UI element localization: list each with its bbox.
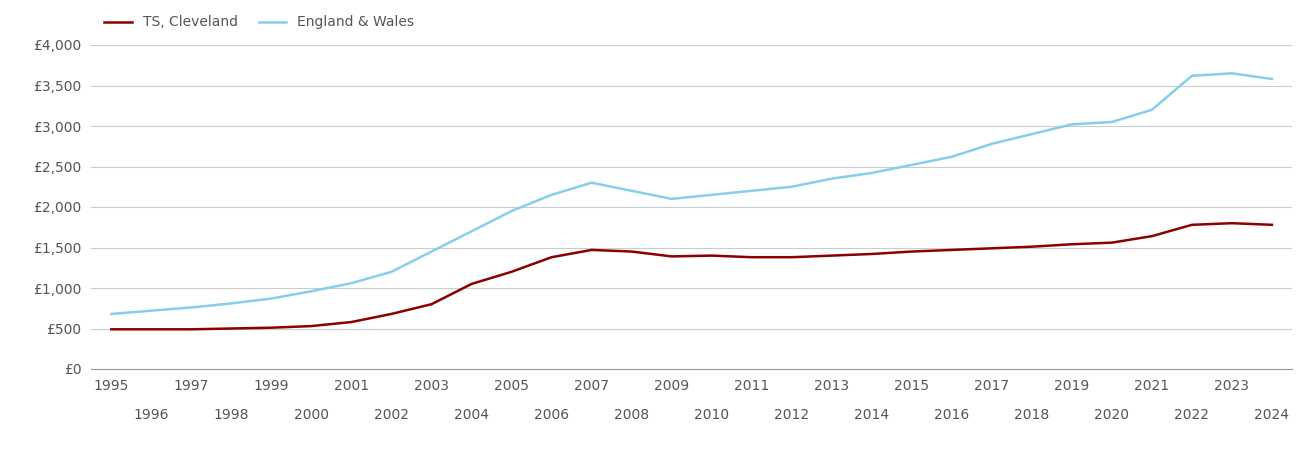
England & Wales — [304, 288, 320, 294]
England & Wales — [1104, 119, 1120, 125]
Text: 2008: 2008 — [615, 408, 649, 422]
TS, Cleveland — [463, 281, 479, 287]
England & Wales — [583, 180, 599, 185]
TS, Cleveland — [904, 249, 920, 254]
England & Wales — [904, 162, 920, 167]
TS, Cleveland — [504, 269, 519, 274]
England & Wales — [544, 192, 560, 198]
TS, Cleveland — [103, 327, 119, 332]
Text: 2006: 2006 — [534, 408, 569, 422]
TS, Cleveland — [624, 249, 639, 254]
England & Wales — [223, 301, 239, 306]
TS, Cleveland — [664, 254, 680, 259]
England & Wales — [744, 188, 760, 194]
England & Wales — [103, 311, 119, 317]
Text: 1996: 1996 — [133, 408, 170, 422]
TS, Cleveland — [343, 320, 359, 325]
England & Wales — [1024, 131, 1040, 137]
Text: 2024: 2024 — [1254, 408, 1289, 422]
TS, Cleveland — [984, 246, 1000, 251]
Line: TS, Cleveland: TS, Cleveland — [111, 223, 1272, 329]
Text: 2004: 2004 — [454, 408, 489, 422]
TS, Cleveland — [544, 255, 560, 260]
TS, Cleveland — [784, 255, 800, 260]
England & Wales — [384, 269, 399, 274]
England & Wales — [984, 141, 1000, 147]
Text: 2020: 2020 — [1095, 408, 1129, 422]
TS, Cleveland — [184, 327, 200, 332]
TS, Cleveland — [864, 251, 880, 256]
England & Wales — [823, 176, 839, 181]
TS, Cleveland — [1104, 240, 1120, 245]
TS, Cleveland — [1224, 220, 1240, 226]
England & Wales — [1224, 71, 1240, 76]
England & Wales — [703, 192, 719, 198]
TS, Cleveland — [384, 311, 399, 317]
England & Wales — [784, 184, 800, 189]
England & Wales — [424, 249, 440, 254]
TS, Cleveland — [583, 247, 599, 252]
England & Wales — [144, 308, 159, 313]
TS, Cleveland — [1184, 222, 1199, 228]
TS, Cleveland — [1024, 244, 1040, 249]
Text: 1998: 1998 — [214, 408, 249, 422]
Text: 2012: 2012 — [774, 408, 809, 422]
TS, Cleveland — [1265, 222, 1280, 228]
TS, Cleveland — [823, 253, 839, 258]
England & Wales — [1265, 76, 1280, 82]
Legend: TS, Cleveland, England & Wales: TS, Cleveland, England & Wales — [98, 10, 420, 35]
TS, Cleveland — [703, 253, 719, 258]
Text: 2022: 2022 — [1174, 408, 1210, 422]
TS, Cleveland — [144, 327, 159, 332]
Text: 2018: 2018 — [1014, 408, 1049, 422]
England & Wales — [264, 296, 279, 301]
England & Wales — [1064, 122, 1079, 127]
Text: 2000: 2000 — [294, 408, 329, 422]
TS, Cleveland — [304, 324, 320, 329]
England & Wales — [184, 305, 200, 310]
England & Wales — [664, 196, 680, 202]
TS, Cleveland — [1064, 242, 1079, 247]
TS, Cleveland — [944, 247, 959, 252]
England & Wales — [864, 170, 880, 176]
TS, Cleveland — [424, 302, 440, 307]
TS, Cleveland — [744, 255, 760, 260]
TS, Cleveland — [264, 325, 279, 330]
Text: 2002: 2002 — [375, 408, 408, 422]
Text: 2016: 2016 — [934, 408, 970, 422]
England & Wales — [1144, 107, 1160, 112]
Line: England & Wales: England & Wales — [111, 73, 1272, 314]
TS, Cleveland — [1144, 234, 1160, 239]
TS, Cleveland — [223, 326, 239, 331]
Text: 2010: 2010 — [694, 408, 729, 422]
England & Wales — [944, 154, 959, 159]
England & Wales — [1184, 73, 1199, 78]
England & Wales — [463, 229, 479, 234]
England & Wales — [343, 280, 359, 286]
England & Wales — [504, 208, 519, 214]
Text: 2014: 2014 — [855, 408, 889, 422]
England & Wales — [624, 188, 639, 194]
